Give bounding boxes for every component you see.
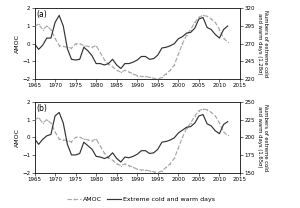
Text: (a): (a): [37, 10, 47, 19]
Y-axis label: AMOC: AMOC: [15, 34, 20, 53]
Y-axis label: Numbers of extreme cold
and warm days (1.65σ): Numbers of extreme cold and warm days (1…: [257, 104, 268, 171]
Legend: AMOC, Extreme cold and warm days: AMOC, Extreme cold and warm days: [64, 194, 218, 205]
Y-axis label: Numbers of extreme cold
and warm days (1.28σ): Numbers of extreme cold and warm days (1…: [257, 10, 268, 77]
Y-axis label: AMOC: AMOC: [15, 128, 20, 147]
Text: (b): (b): [37, 104, 47, 113]
